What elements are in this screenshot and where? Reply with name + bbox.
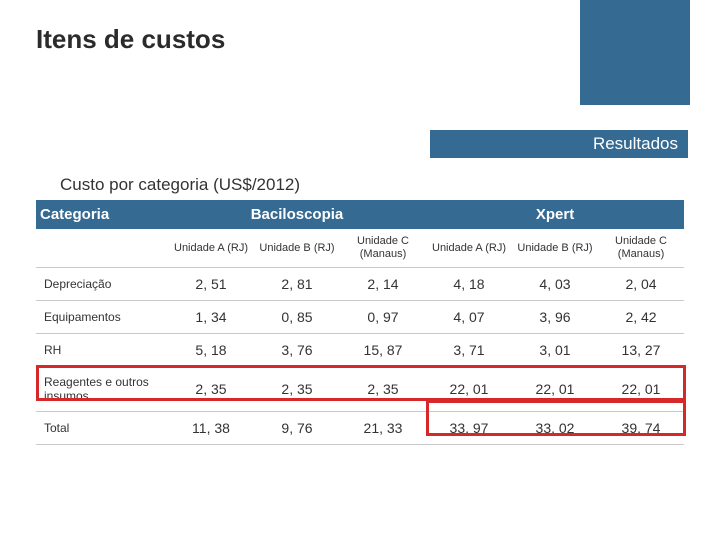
cell: 22, 01 <box>512 367 598 412</box>
subheader: Unidade A (RJ) <box>426 229 512 268</box>
table-row: Reagentes e outros insumos 2, 35 2, 35 2… <box>36 367 684 412</box>
page-title: Itens de custos <box>36 24 225 55</box>
cell: 3, 01 <box>512 334 598 367</box>
table-row: Equipamentos 1, 34 0, 85 0, 97 4, 07 3, … <box>36 301 684 334</box>
group-xpert: Xpert <box>426 200 684 229</box>
cell: 4, 07 <box>426 301 512 334</box>
row-label: Total <box>36 412 168 445</box>
cell: 5, 18 <box>168 334 254 367</box>
cell: 3, 76 <box>254 334 340 367</box>
subheader: Unidade B (RJ) <box>254 229 340 268</box>
cell: 2, 04 <box>598 268 684 301</box>
cell: 4, 18 <box>426 268 512 301</box>
cell: 0, 97 <box>340 301 426 334</box>
accent-box <box>580 0 690 105</box>
cell: 3, 71 <box>426 334 512 367</box>
cell: 22, 01 <box>426 367 512 412</box>
row-label: Reagentes e outros insumos <box>36 367 168 412</box>
cell: 9, 76 <box>254 412 340 445</box>
cell: 39, 74 <box>598 412 684 445</box>
table-row: RH 5, 18 3, 76 15, 87 3, 71 3, 01 13, 27 <box>36 334 684 367</box>
cell: 21, 33 <box>340 412 426 445</box>
corner-label: Categoria <box>36 200 168 229</box>
cell: 22, 01 <box>598 367 684 412</box>
cell: 2, 14 <box>340 268 426 301</box>
cell: 2, 81 <box>254 268 340 301</box>
section-tag: Resultados <box>430 130 688 158</box>
table-row: Depreciação 2, 51 2, 81 2, 14 4, 18 4, 0… <box>36 268 684 301</box>
row-label: Equipamentos <box>36 301 168 334</box>
subheader: Unidade C (Manaus) <box>340 229 426 268</box>
cell: 33, 02 <box>512 412 598 445</box>
subheader: Unidade A (RJ) <box>168 229 254 268</box>
table-group-row: Categoria Baciloscopia Xpert <box>36 200 684 229</box>
table-body: Depreciação 2, 51 2, 81 2, 14 4, 18 4, 0… <box>36 268 684 445</box>
table-subheader-row: Unidade A (RJ) Unidade B (RJ) Unidade C … <box>36 229 684 268</box>
cost-table: Categoria Baciloscopia Xpert Unidade A (… <box>36 200 684 445</box>
subheader-spacer <box>36 229 168 268</box>
cell: 1, 34 <box>168 301 254 334</box>
row-label: Depreciação <box>36 268 168 301</box>
cell: 2, 35 <box>340 367 426 412</box>
cell: 2, 35 <box>254 367 340 412</box>
cell: 11, 38 <box>168 412 254 445</box>
cell: 33, 97 <box>426 412 512 445</box>
cell: 2, 42 <box>598 301 684 334</box>
subheader: Unidade C (Manaus) <box>598 229 684 268</box>
cell: 3, 96 <box>512 301 598 334</box>
table-row: Total 11, 38 9, 76 21, 33 33, 97 33, 02 … <box>36 412 684 445</box>
cell: 2, 35 <box>168 367 254 412</box>
cell: 2, 51 <box>168 268 254 301</box>
subheader: Unidade B (RJ) <box>512 229 598 268</box>
cost-table-wrap: Categoria Baciloscopia Xpert Unidade A (… <box>36 200 684 445</box>
group-baciloscopia: Baciloscopia <box>168 200 426 229</box>
table-subtitle: Custo por categoria (US$/2012) <box>60 175 300 195</box>
cell: 4, 03 <box>512 268 598 301</box>
cell: 13, 27 <box>598 334 684 367</box>
cell: 0, 85 <box>254 301 340 334</box>
cell: 15, 87 <box>340 334 426 367</box>
row-label: RH <box>36 334 168 367</box>
